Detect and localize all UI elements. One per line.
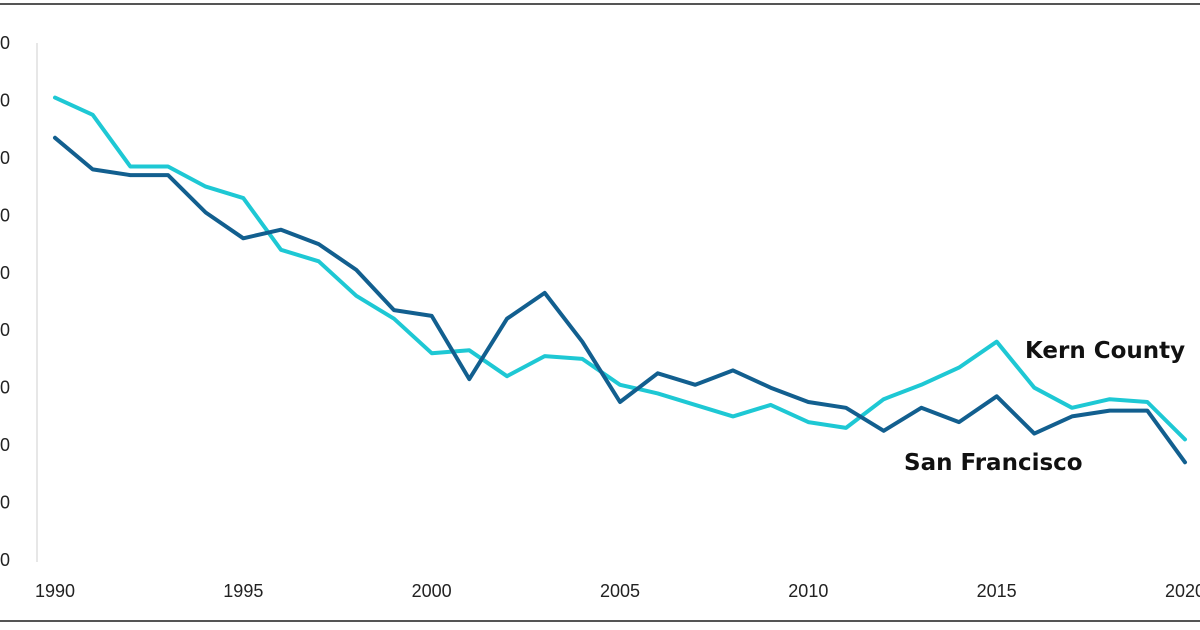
series-label-san-francisco: San Francisco	[904, 450, 1083, 476]
series-line-kern-county	[53, 95, 1187, 442]
x-tick-label: 1990	[35, 581, 75, 601]
y-tick-label: 0	[0, 320, 10, 340]
series-line-san-francisco	[53, 135, 1187, 465]
x-tick-label: 2010	[788, 581, 828, 601]
y-tick-label: 0	[0, 435, 10, 455]
y-tick-label: 0	[0, 550, 10, 570]
y-tick-label: 0	[0, 378, 10, 398]
series-labels: Kern County San Francisco	[904, 338, 1185, 476]
x-tick-label: 2020	[1165, 581, 1200, 601]
x-tick-label: 2000	[412, 581, 452, 601]
y-tick-label: 0	[0, 90, 10, 110]
y-tick-label: 0	[0, 263, 10, 283]
chart-bottom-border	[0, 620, 1200, 622]
x-tick-label: 2005	[600, 581, 640, 601]
y-axis-ticks: 0 0 0 0 0 0 0 0 0 0	[0, 33, 10, 570]
y-tick-label: 0	[0, 493, 10, 513]
series-layer	[53, 95, 1187, 465]
series-label-kern-county: Kern County	[1025, 338, 1185, 364]
x-axis-ticks: 1990 1995 2000 2005 2010 2015 2020	[35, 581, 1200, 601]
x-tick-label: 2015	[977, 581, 1017, 601]
x-tick-label: 1995	[223, 581, 263, 601]
chart-top-border	[0, 3, 1200, 5]
y-tick-label: 0	[0, 33, 10, 53]
y-tick-label: 0	[0, 205, 10, 225]
y-tick-label: 0	[0, 148, 10, 168]
